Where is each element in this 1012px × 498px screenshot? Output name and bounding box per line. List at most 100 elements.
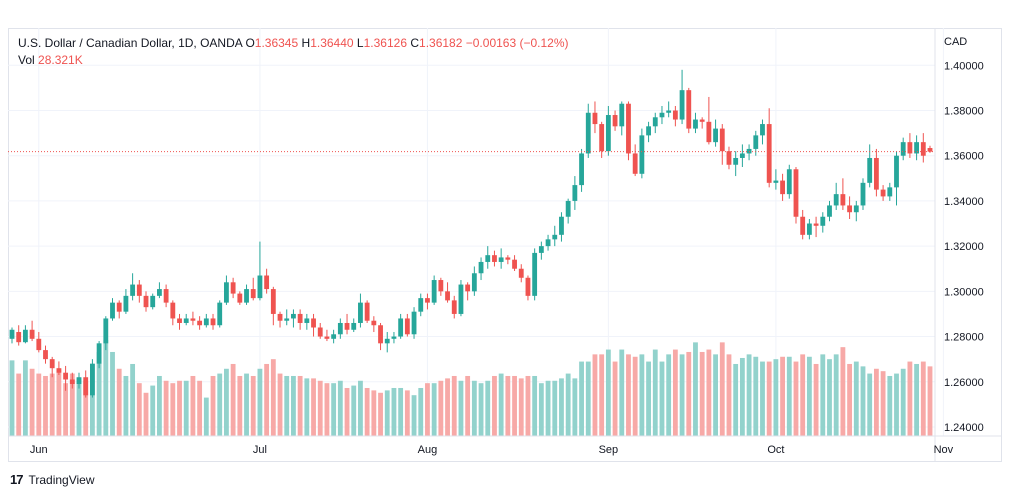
volume-bar [16, 373, 22, 436]
volume-bar [726, 354, 732, 436]
volume-bar [418, 387, 424, 436]
volume-bar [840, 347, 846, 436]
candle [739, 144, 745, 168]
time-scale: JunJulAugSepOctNovDec [30, 444, 954, 456]
candle [525, 275, 531, 301]
volume-bar [358, 380, 363, 436]
candle [666, 101, 672, 118]
change-value: −0.00163 (−0.12%) [465, 36, 569, 50]
volume-bar [880, 371, 886, 436]
volume-bar [458, 380, 464, 436]
candle [203, 313, 209, 328]
volume-bar [592, 354, 598, 436]
candle-body [672, 110, 678, 120]
y-tick-label: 1.24000 [944, 422, 984, 434]
candle [853, 200, 859, 222]
candle-body [699, 119, 705, 122]
y-tick-label: 1.30000 [944, 286, 984, 298]
volume-bar [666, 354, 672, 436]
y-tick-label: 1.34000 [944, 196, 984, 208]
volume-bar [498, 373, 504, 436]
volume-bar [197, 380, 203, 436]
candle-body [552, 234, 558, 240]
volume-bar [157, 375, 162, 436]
candle [706, 96, 712, 145]
candle-body [800, 216, 806, 235]
volume-bar [853, 361, 859, 436]
candle [652, 112, 658, 134]
volume-bar [659, 361, 665, 436]
candle [619, 101, 625, 136]
candle-body [230, 282, 236, 294]
candle-body [806, 223, 812, 235]
volume-bar [505, 375, 511, 436]
candle-body [679, 90, 685, 120]
candle [331, 329, 337, 344]
price-scale: 1.40000 1.38000 1.36000 1.34000 1.32000 1.300… [944, 60, 984, 434]
candle-body [833, 194, 839, 206]
candle-body [163, 289, 169, 303]
volume-bar [471, 380, 477, 436]
candle [177, 313, 182, 330]
close-label: C [410, 36, 420, 50]
volume-bar [532, 375, 538, 436]
candle [36, 332, 42, 353]
volume-bar [130, 363, 136, 436]
candle-body [585, 112, 591, 154]
volume-bar [686, 351, 692, 436]
volume-bar [652, 349, 658, 436]
volume-bar [163, 380, 169, 436]
candle-body [203, 318, 209, 326]
candle-body [337, 322, 343, 335]
candle [250, 277, 256, 301]
candle-body [793, 169, 799, 217]
volume-bar [713, 354, 718, 436]
candle-body [538, 246, 544, 253]
volume-bar [96, 351, 102, 436]
volume-bar [632, 356, 638, 436]
candle [378, 322, 383, 351]
candle [820, 212, 826, 233]
candle [572, 176, 578, 210]
candle [438, 277, 444, 296]
candle-body [210, 318, 216, 326]
candle [478, 257, 484, 281]
symbol-title: U.S. Dollar / Canadian Dollar, 1D, OANDA [18, 36, 243, 50]
tradingview-branding[interactable]: 17 TradingView [10, 472, 95, 487]
candle [605, 105, 611, 156]
candle-body [143, 295, 149, 308]
candle [22, 325, 28, 344]
volume-bar [277, 373, 283, 436]
candle [358, 293, 363, 328]
candle-body [9, 329, 15, 339]
candle-body [425, 298, 430, 303]
candle [766, 108, 772, 188]
volume-bar [793, 361, 799, 436]
candle-body [217, 302, 223, 326]
volume-bar [833, 354, 839, 436]
candle [612, 110, 618, 131]
candle-body [418, 298, 424, 312]
volume-bar [733, 363, 739, 436]
volume-bar [398, 387, 404, 436]
candle-body [619, 103, 625, 127]
candle-body [659, 112, 665, 118]
candle [585, 103, 591, 158]
candle [425, 293, 430, 310]
candle [800, 209, 806, 240]
volume-bar [485, 380, 491, 436]
candle [693, 112, 698, 134]
candle [927, 145, 933, 153]
volume-bar [813, 363, 819, 436]
volume-line: Vol 28.321K [18, 52, 569, 69]
volume-bar [719, 342, 725, 436]
candle-body [753, 135, 759, 149]
volume-bar [257, 368, 263, 436]
candle-body [183, 318, 189, 323]
volume-bar [230, 363, 236, 436]
candle [110, 298, 115, 321]
candle-body [605, 115, 611, 152]
candle [713, 119, 718, 147]
volume-bar [773, 359, 779, 436]
